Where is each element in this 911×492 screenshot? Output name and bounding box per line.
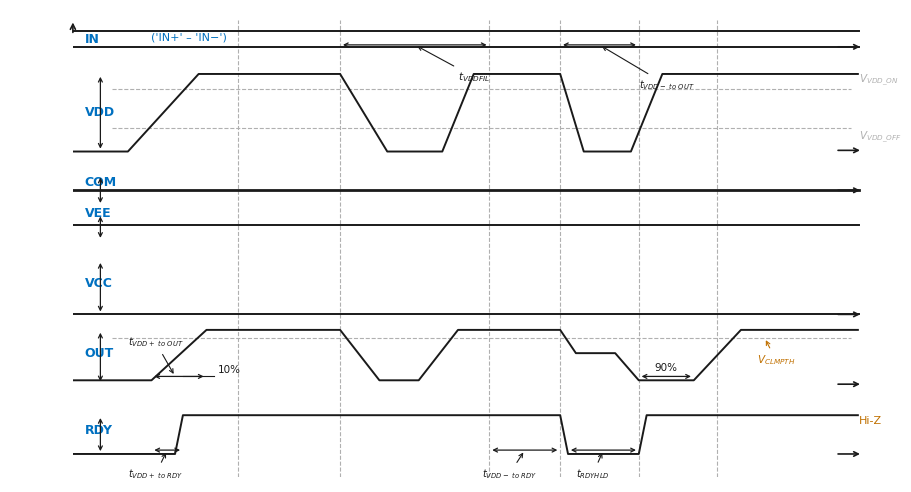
Text: $t_{VDD-\ to\ OUT}$: $t_{VDD-\ to\ OUT}$ [603, 47, 694, 92]
Text: $t_{VDDFIL}$: $t_{VDDFIL}$ [418, 47, 490, 84]
Text: VDD: VDD [85, 106, 115, 119]
Text: 90%: 90% [655, 363, 678, 372]
Text: IN: IN [85, 32, 99, 46]
Text: COM: COM [85, 176, 117, 189]
Text: $t_{RDYHLD}$: $t_{RDYHLD}$ [576, 454, 609, 481]
Text: 10%: 10% [219, 365, 241, 375]
Text: $t_{VDD-\ to\ RDY}$: $t_{VDD-\ to\ RDY}$ [482, 454, 537, 481]
Text: $t_{VDD+\ to\ RDY}$: $t_{VDD+\ to\ RDY}$ [128, 454, 183, 481]
Text: VCC: VCC [85, 277, 113, 290]
Text: Hi-Z: Hi-Z [859, 416, 882, 426]
Text: $V_{VDD\_ON}$: $V_{VDD\_ON}$ [859, 73, 898, 88]
Text: RDY: RDY [85, 424, 113, 437]
Text: OUT: OUT [85, 347, 114, 360]
Text: ('IN+' – 'IN−'): ('IN+' – 'IN−') [151, 32, 228, 42]
Text: VEE: VEE [85, 207, 111, 220]
Text: $V_{VDD\_OFF}$: $V_{VDD\_OFF}$ [859, 129, 902, 145]
Text: $V_{CLMPTH}$: $V_{CLMPTH}$ [757, 341, 795, 367]
Text: $t_{VDD+\ to\ OUT}$: $t_{VDD+\ to\ OUT}$ [128, 336, 183, 373]
